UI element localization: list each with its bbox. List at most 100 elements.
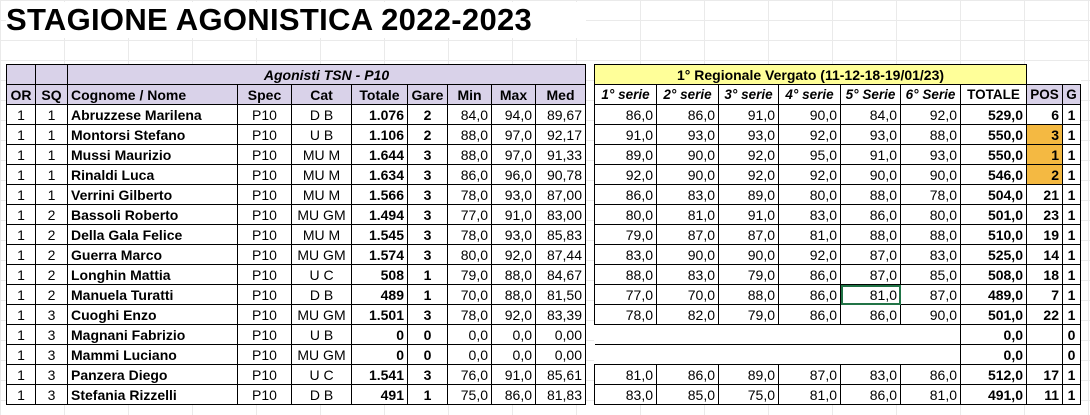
table-cell[interactable]: 83,0 <box>656 264 719 285</box>
table-cell[interactable]: 1 <box>6 104 36 125</box>
table-cell[interactable]: 525,0 <box>960 244 1027 265</box>
table-cell[interactable]: 92,0 <box>491 244 536 265</box>
table-cell[interactable]: 11 <box>1026 384 1063 405</box>
table-cell[interactable]: U C <box>291 264 352 285</box>
table-cell[interactable]: 87,0 <box>840 264 901 285</box>
table-cell[interactable]: 1 <box>35 184 68 205</box>
table-cell[interactable]: 1 <box>1062 184 1081 205</box>
table-cell[interactable]: 90,0 <box>656 164 719 185</box>
table-cell[interactable]: P10 <box>237 364 292 385</box>
table-cell[interactable]: 501,0 <box>960 304 1027 325</box>
right-col-header[interactable]: 6° Serie <box>900 84 961 105</box>
table-cell[interactable] <box>840 344 901 365</box>
table-cell[interactable]: 1 <box>1062 204 1081 225</box>
table-cell[interactable]: 91,0 <box>718 204 779 225</box>
table-cell[interactable]: 22 <box>1026 304 1063 325</box>
table-cell[interactable]: 489,0 <box>960 284 1027 305</box>
table-cell[interactable]: 1 <box>6 344 36 365</box>
table-cell[interactable]: 78,0 <box>447 304 492 325</box>
table-cell[interactable]: Bassoli Roberto <box>67 204 238 225</box>
table-cell[interactable]: 1 <box>1062 364 1081 385</box>
table-cell[interactable]: 93,0 <box>840 124 901 145</box>
table-cell[interactable]: 0,0 <box>447 344 492 365</box>
table-cell[interactable]: 1 <box>1062 304 1081 325</box>
table-cell[interactable]: D B <box>291 284 352 305</box>
table-cell[interactable]: 91,0 <box>840 144 901 165</box>
table-cell[interactable]: 3 <box>407 184 448 205</box>
table-cell[interactable]: 92,0 <box>900 104 961 125</box>
right-col-header[interactable]: 2° serie <box>656 84 719 105</box>
left-col-header[interactable]: Min <box>447 84 492 105</box>
table-cell[interactable]: Manuela Turatti <box>67 284 238 305</box>
table-cell[interactable]: 78,0 <box>447 224 492 245</box>
table-cell[interactable]: 1.541 <box>351 364 408 385</box>
table-cell[interactable]: 0 <box>351 324 408 345</box>
table-cell[interactable]: P10 <box>237 144 292 165</box>
table-cell[interactable]: 1 <box>407 284 448 305</box>
table-cell[interactable]: 85,83 <box>535 224 586 245</box>
table-cell[interactable]: 78,0 <box>900 184 961 205</box>
table-cell[interactable]: 87,0 <box>900 284 961 305</box>
table-cell[interactable]: 7 <box>1026 284 1063 305</box>
right-col-header[interactable]: POS <box>1026 84 1063 105</box>
table-cell[interactable]: 96,0 <box>491 164 536 185</box>
table-cell[interactable]: 86,0 <box>778 304 841 325</box>
table-cell[interactable]: 21 <box>1026 184 1063 205</box>
table-cell[interactable]: Panzera Diego <box>67 364 238 385</box>
table-cell[interactable]: Rinaldi Luca <box>67 164 238 185</box>
table-cell[interactable]: 88,0 <box>594 264 657 285</box>
table-cell[interactable]: MU GM <box>291 204 352 225</box>
table-cell[interactable]: 1 <box>1062 164 1081 185</box>
table-cell[interactable] <box>656 344 719 365</box>
table-cell[interactable]: Della Gala Felice <box>67 224 238 245</box>
table-cell[interactable]: MU M <box>291 184 352 205</box>
table-cell[interactable]: MU GM <box>291 304 352 325</box>
table-cell[interactable]: P10 <box>237 304 292 325</box>
table-cell[interactable]: 2 <box>35 284 68 305</box>
table-cell[interactable]: 1 <box>35 144 68 165</box>
table-cell[interactable]: 491 <box>351 384 408 405</box>
table-cell[interactable]: 86,0 <box>778 264 841 285</box>
table-cell[interactable]: 88,0 <box>900 224 961 245</box>
table-cell[interactable]: 86,0 <box>594 104 657 125</box>
table-cell[interactable]: 18 <box>1026 264 1063 285</box>
table-cell[interactable]: P10 <box>237 244 292 265</box>
table-cell[interactable]: U B <box>291 124 352 145</box>
table-cell[interactable]: 80,0 <box>447 244 492 265</box>
table-cell[interactable] <box>900 344 961 365</box>
table-cell[interactable]: 550,0 <box>960 124 1027 145</box>
table-cell[interactable]: 1 <box>1062 284 1081 305</box>
table-cell[interactable]: 87,0 <box>840 244 901 265</box>
table-cell[interactable]: 81,0 <box>900 384 961 405</box>
table-cell[interactable]: 3 <box>407 204 448 225</box>
table-cell[interactable]: 19 <box>1026 224 1063 245</box>
table-cell[interactable]: 87,0 <box>656 224 719 245</box>
table-cell[interactable]: D B <box>291 384 352 405</box>
right-col-header[interactable]: 5° Serie <box>840 84 901 105</box>
table-cell[interactable]: 3 <box>407 144 448 165</box>
table-cell[interactable]: 81,50 <box>535 284 586 305</box>
table-cell[interactable]: 3 <box>407 164 448 185</box>
left-col-header[interactable]: OR <box>6 84 36 105</box>
table-cell[interactable]: 1 <box>407 264 448 285</box>
table-cell[interactable]: 78,0 <box>594 304 657 325</box>
table-cell[interactable]: 3 <box>407 224 448 245</box>
table-cell[interactable]: 529,0 <box>960 104 1027 125</box>
table-cell[interactable]: 70,0 <box>656 284 719 305</box>
table-cell[interactable]: 84,0 <box>840 104 901 125</box>
left-col-header[interactable]: Gare <box>407 84 448 105</box>
table-cell[interactable]: 1 <box>1062 124 1081 145</box>
table-cell[interactable]: 81,0 <box>840 284 901 305</box>
table-cell[interactable]: 1 <box>1062 104 1081 125</box>
table-cell[interactable]: 1 <box>6 384 36 405</box>
table-cell[interactable]: 6 <box>1026 104 1063 125</box>
table-cell[interactable]: 1 <box>6 184 36 205</box>
table-cell[interactable]: 0,0 <box>491 344 536 365</box>
table-cell[interactable]: 89,0 <box>718 364 779 385</box>
table-cell[interactable]: 93,0 <box>491 224 536 245</box>
table-cell[interactable]: 1 <box>6 324 36 345</box>
table-cell[interactable] <box>778 324 841 345</box>
table-cell[interactable]: 75,0 <box>447 384 492 405</box>
table-cell[interactable]: P10 <box>237 384 292 405</box>
table-cell[interactable]: 1 <box>6 264 36 285</box>
